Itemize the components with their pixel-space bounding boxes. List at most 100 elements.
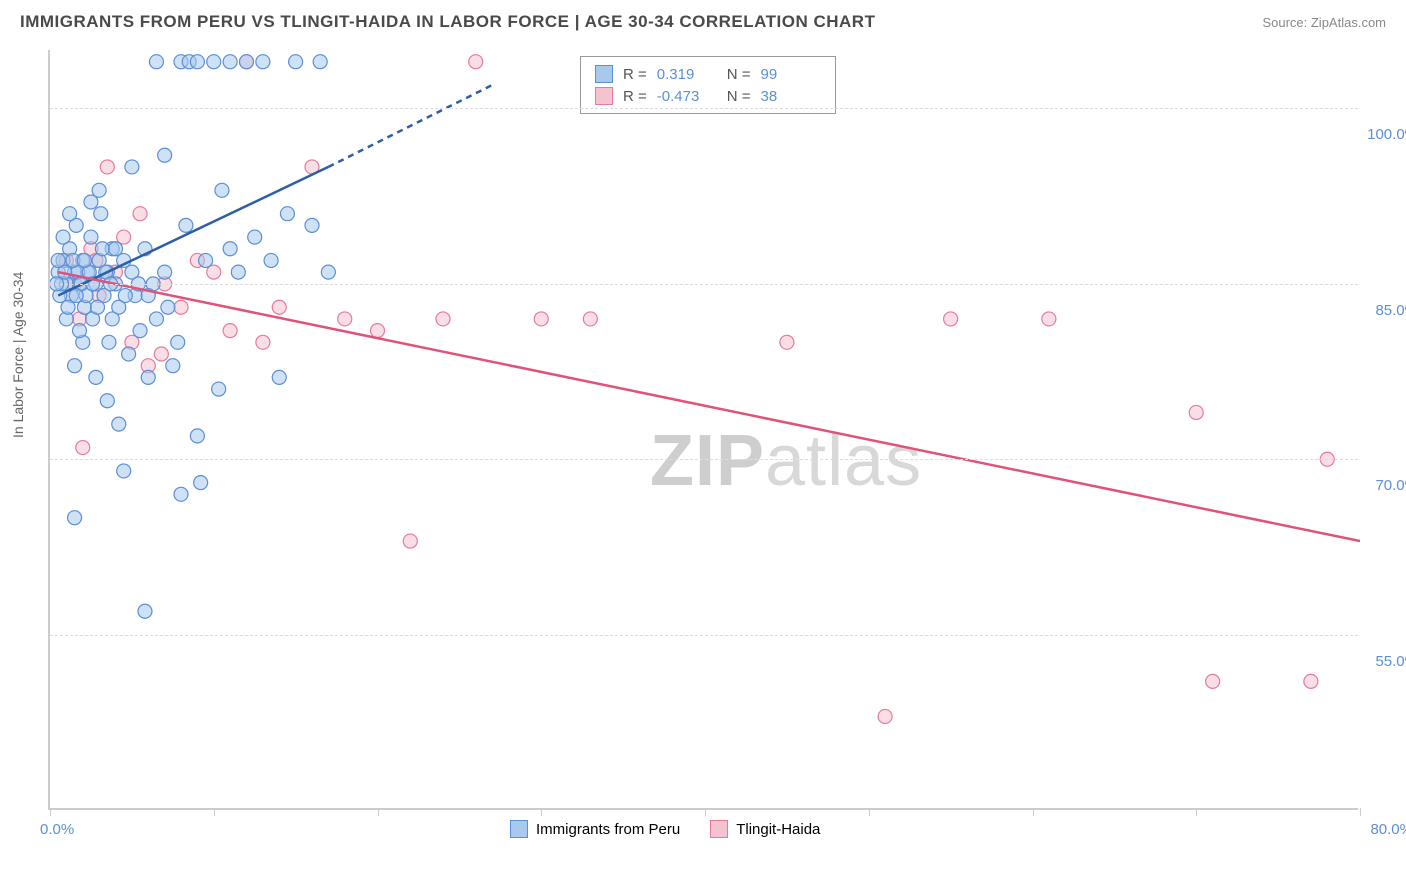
gridline-h xyxy=(50,284,1358,285)
data-point xyxy=(179,218,193,232)
data-point xyxy=(95,242,109,256)
data-point xyxy=(51,253,65,267)
trend-line xyxy=(58,272,1360,541)
data-point xyxy=(154,347,168,361)
data-point xyxy=(272,300,286,314)
data-point xyxy=(223,55,237,69)
data-point xyxy=(1304,674,1318,688)
y-tick-label: 100.0% xyxy=(1367,126,1406,143)
x-tick xyxy=(214,808,215,816)
data-point xyxy=(158,148,172,162)
chart-title: IMMIGRANTS FROM PERU VS TLINGIT-HAIDA IN… xyxy=(20,12,875,32)
data-point xyxy=(190,429,204,443)
x-tick xyxy=(705,808,706,816)
x-tick xyxy=(1360,808,1361,816)
data-point xyxy=(161,300,175,314)
x-tick xyxy=(50,808,51,816)
swatch-tlingit xyxy=(595,87,613,105)
data-point xyxy=(92,183,106,197)
data-point xyxy=(256,55,270,69)
data-point xyxy=(102,335,116,349)
data-point xyxy=(215,183,229,197)
data-point xyxy=(199,253,213,267)
data-point xyxy=(223,324,237,338)
data-point xyxy=(117,464,131,478)
y-tick-label: 55.0% xyxy=(1375,653,1406,670)
data-point xyxy=(878,709,892,723)
legend-swatch-tlingit xyxy=(710,820,728,838)
data-point xyxy=(190,55,204,69)
data-point xyxy=(436,312,450,326)
data-point xyxy=(89,370,103,384)
data-point xyxy=(68,359,82,373)
data-point xyxy=(125,160,139,174)
data-point xyxy=(248,230,262,244)
data-point xyxy=(1189,405,1203,419)
data-point xyxy=(112,417,126,431)
data-point xyxy=(256,335,270,349)
data-point xyxy=(240,55,254,69)
x-tick xyxy=(1196,808,1197,816)
data-point xyxy=(944,312,958,326)
data-point xyxy=(109,242,123,256)
r-value-tlingit: -0.473 xyxy=(657,88,717,105)
legend-item-tlingit: Tlingit-Haida xyxy=(710,820,820,838)
data-point xyxy=(780,335,794,349)
y-tick-label: 85.0% xyxy=(1375,302,1406,319)
x-tick xyxy=(869,808,870,816)
x-min-label: 0.0% xyxy=(40,821,74,838)
data-point xyxy=(68,511,82,525)
data-point xyxy=(174,300,188,314)
r-value-peru: 0.319 xyxy=(657,66,717,83)
x-tick xyxy=(1033,808,1034,816)
data-point xyxy=(133,207,147,221)
data-point xyxy=(371,324,385,338)
stats-row-peru: R = 0.319 N = 99 xyxy=(595,63,821,85)
data-point xyxy=(280,207,294,221)
data-point xyxy=(149,312,163,326)
data-point xyxy=(289,55,303,69)
trend-line xyxy=(328,85,492,167)
data-point xyxy=(63,207,77,221)
data-point xyxy=(403,534,417,548)
data-point xyxy=(174,487,188,501)
data-point xyxy=(321,265,335,279)
data-point xyxy=(72,324,86,338)
data-point xyxy=(100,394,114,408)
data-point xyxy=(100,160,114,174)
chart-plot-area: ZIPatlas R = 0.319 N = 99 R = -0.473 N =… xyxy=(48,50,1358,810)
stats-row-tlingit: R = -0.473 N = 38 xyxy=(595,85,821,107)
data-point xyxy=(212,382,226,396)
data-point xyxy=(77,253,91,267)
data-point xyxy=(141,370,155,384)
source-label: Source: ZipAtlas.com xyxy=(1262,15,1386,30)
data-point xyxy=(231,265,245,279)
data-point xyxy=(94,207,108,221)
legend-item-peru: Immigrants from Peru xyxy=(510,820,680,838)
n-value-peru: 99 xyxy=(761,66,821,83)
data-point xyxy=(118,289,132,303)
gridline-h xyxy=(50,108,1358,109)
n-value-tlingit: 38 xyxy=(761,88,821,105)
data-point xyxy=(166,359,180,373)
data-point xyxy=(194,476,208,490)
data-point xyxy=(158,265,172,279)
x-tick xyxy=(541,808,542,816)
x-max-label: 80.0% xyxy=(1370,821,1406,838)
scatter-svg xyxy=(50,50,1360,810)
data-point xyxy=(313,55,327,69)
gridline-h xyxy=(50,459,1358,460)
data-point xyxy=(1042,312,1056,326)
data-point xyxy=(90,300,104,314)
correlation-stats-box: R = 0.319 N = 99 R = -0.473 N = 38 xyxy=(580,56,836,114)
data-point xyxy=(1206,674,1220,688)
data-point xyxy=(122,347,136,361)
data-point xyxy=(272,370,286,384)
data-point xyxy=(469,55,483,69)
gridline-h xyxy=(50,635,1358,636)
data-point xyxy=(84,230,98,244)
data-point xyxy=(133,324,147,338)
data-point xyxy=(171,335,185,349)
data-point xyxy=(105,312,119,326)
y-axis-label: In Labor Force | Age 30-34 xyxy=(10,272,26,438)
